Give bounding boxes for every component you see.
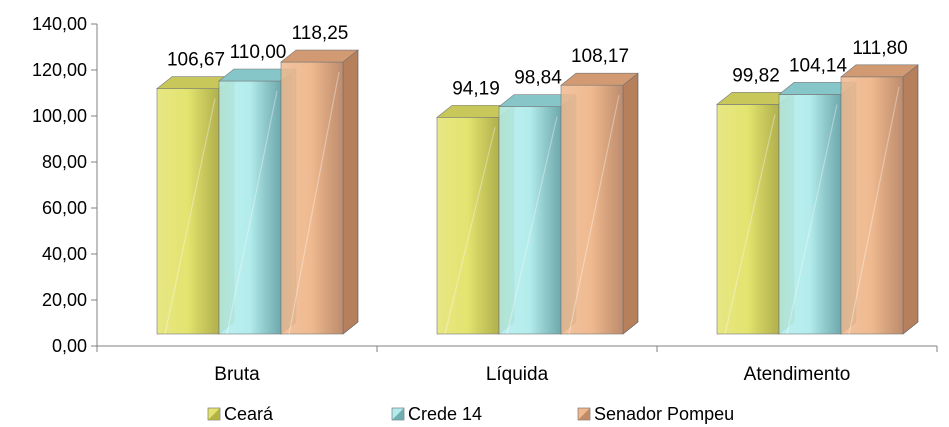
legend: Ceará Crede 14 Senador Pompeu — [207, 404, 734, 424]
bar-side — [342, 49, 359, 335]
bar-sheen — [288, 71, 340, 335]
value-label: 106,67 — [167, 50, 225, 71]
legend-label: Senador Pompeu — [594, 404, 734, 424]
bar-front — [156, 88, 220, 335]
y-tick-label: 100,00 — [32, 106, 87, 126]
value-label: 98,84 — [514, 68, 562, 89]
value-label: 94,19 — [452, 78, 500, 99]
bar — [280, 49, 359, 335]
y-tick-label: 0,00 — [52, 336, 87, 356]
bar-sheen — [724, 114, 776, 335]
y-tick-label: 140,00 — [32, 14, 87, 34]
bar — [560, 72, 639, 335]
bar-front — [716, 104, 780, 335]
y-tick-label: 80,00 — [42, 152, 87, 172]
bar-front — [218, 80, 282, 335]
bar-sheen — [568, 95, 620, 335]
bar-sheen — [848, 86, 900, 335]
bar-sheen — [506, 116, 558, 335]
category-label: Bruta — [214, 364, 260, 385]
bar-top — [840, 64, 919, 78]
legend-label: Crede 14 — [408, 404, 482, 424]
value-label: 111,80 — [852, 38, 907, 59]
bar-front — [436, 117, 500, 335]
legend-label: Ceará — [224, 404, 274, 424]
value-label: 104,14 — [789, 55, 848, 76]
y-axis: 0,00 20,00 40,00 60,00 80,00 100,00 120,00 140,… — [32, 14, 98, 356]
bar — [840, 64, 919, 335]
bar-sheen — [444, 127, 496, 335]
legend-swatch-shade — [578, 408, 590, 420]
legend-item: Senador Pompeu — [577, 404, 734, 424]
legend-item: Ceará — [207, 404, 274, 424]
bar-front — [840, 76, 904, 335]
bar-side — [902, 64, 919, 335]
bar-front — [280, 61, 344, 335]
bar-sheen — [164, 98, 216, 335]
y-tick-label: 60,00 — [42, 198, 87, 218]
bars — [156, 49, 919, 335]
y-tick-label: 20,00 — [42, 290, 87, 310]
category-label: Líquida — [486, 364, 549, 385]
bar-top — [560, 72, 639, 86]
bar-front — [778, 94, 842, 335]
bar-sheen — [226, 90, 278, 335]
y-tick-label: 120,00 — [32, 60, 87, 80]
value-label: 108,17 — [571, 46, 629, 67]
bar-side — [622, 72, 639, 335]
legend-swatch-shade — [208, 408, 220, 420]
bar-sheen — [786, 104, 838, 335]
value-label: 118,25 — [292, 23, 349, 44]
value-label: 99,82 — [732, 65, 780, 86]
bar-top — [280, 49, 359, 63]
legend-item: Crede 14 — [391, 404, 482, 424]
y-tick-label: 40,00 — [42, 244, 87, 264]
bar-front — [560, 84, 624, 335]
legend-swatch-shade — [392, 408, 404, 420]
x-axis: Bruta Líquida Atendimento — [96, 345, 938, 385]
value-label: 110,00 — [230, 42, 287, 63]
category-label: Atendimento — [744, 364, 851, 385]
